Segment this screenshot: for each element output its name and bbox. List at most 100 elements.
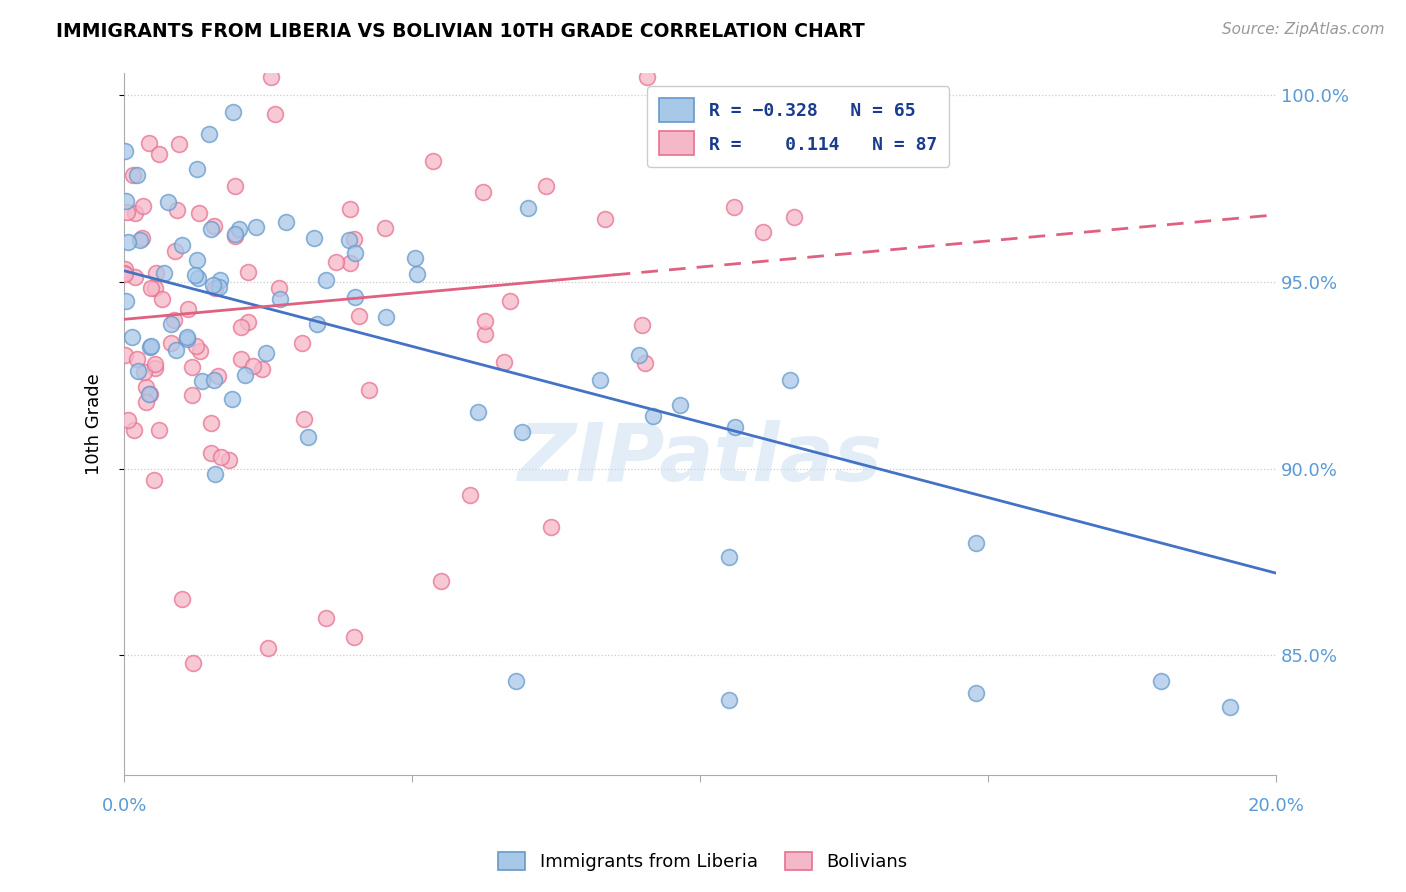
Point bbox=[474, 314, 496, 328]
Point bbox=[135, 395, 157, 409]
Point bbox=[315, 273, 337, 287]
Point bbox=[165, 343, 187, 357]
Point bbox=[208, 280, 231, 294]
Point bbox=[263, 107, 285, 121]
Point bbox=[221, 392, 243, 406]
Point bbox=[505, 674, 527, 689]
Point bbox=[634, 356, 657, 370]
Point bbox=[222, 104, 245, 119]
Point bbox=[779, 373, 801, 387]
Point bbox=[540, 519, 562, 533]
Point bbox=[117, 235, 139, 250]
Point bbox=[188, 206, 211, 220]
Text: 0.0%: 0.0% bbox=[101, 797, 146, 815]
Point bbox=[337, 233, 360, 247]
Point bbox=[115, 194, 138, 208]
Point bbox=[181, 388, 204, 402]
Text: IMMIGRANTS FROM LIBERIA VS BOLIVIAN 10TH GRADE CORRELATION CHART: IMMIGRANTS FROM LIBERIA VS BOLIVIAN 10TH… bbox=[56, 22, 865, 41]
Point bbox=[209, 450, 232, 464]
Point bbox=[166, 202, 188, 217]
Text: 20.0%: 20.0% bbox=[1247, 797, 1305, 815]
Point bbox=[187, 271, 209, 285]
Point bbox=[138, 386, 160, 401]
Point bbox=[636, 70, 658, 84]
Point bbox=[122, 168, 145, 182]
Point bbox=[218, 453, 240, 467]
Point bbox=[783, 211, 806, 225]
Point bbox=[163, 312, 186, 326]
Point bbox=[516, 201, 538, 215]
Point bbox=[302, 230, 325, 244]
Point bbox=[172, 237, 194, 252]
Point bbox=[467, 405, 489, 419]
Point bbox=[325, 255, 347, 269]
Point bbox=[406, 267, 429, 281]
Point bbox=[139, 387, 162, 401]
Point bbox=[245, 219, 267, 234]
Text: Source: ZipAtlas.com: Source: ZipAtlas.com bbox=[1222, 22, 1385, 37]
Point bbox=[492, 355, 515, 369]
Point bbox=[1219, 700, 1241, 714]
Text: ZIPatlas: ZIPatlas bbox=[517, 420, 883, 498]
Point bbox=[717, 693, 740, 707]
Point bbox=[224, 227, 246, 241]
Point bbox=[254, 346, 277, 360]
Point bbox=[236, 315, 259, 329]
Point bbox=[274, 215, 297, 229]
Point bbox=[228, 222, 250, 236]
Point bbox=[132, 199, 155, 213]
Point bbox=[122, 424, 145, 438]
Point bbox=[167, 136, 190, 151]
Point bbox=[176, 329, 198, 343]
Legend: Immigrants from Liberia, Bolivians: Immigrants from Liberia, Bolivians bbox=[491, 845, 915, 879]
Point bbox=[202, 278, 225, 293]
Point bbox=[242, 359, 264, 373]
Point bbox=[374, 220, 396, 235]
Point bbox=[139, 281, 162, 295]
Point bbox=[404, 251, 426, 265]
Point bbox=[143, 361, 166, 376]
Point bbox=[534, 179, 557, 194]
Point bbox=[343, 630, 366, 644]
Point bbox=[257, 640, 280, 655]
Point bbox=[458, 488, 481, 502]
Point bbox=[184, 268, 207, 283]
Point bbox=[160, 317, 183, 331]
Point bbox=[114, 144, 136, 158]
Point bbox=[752, 225, 775, 239]
Point bbox=[132, 365, 155, 379]
Point bbox=[669, 398, 692, 412]
Point bbox=[114, 347, 136, 361]
Point bbox=[143, 357, 166, 371]
Point bbox=[297, 430, 319, 444]
Point bbox=[339, 202, 361, 216]
Point bbox=[141, 339, 163, 353]
Point bbox=[127, 364, 149, 378]
Point bbox=[177, 302, 200, 317]
Point bbox=[156, 194, 179, 209]
Point bbox=[186, 339, 208, 353]
Point bbox=[142, 473, 165, 487]
Point bbox=[339, 255, 361, 269]
Point bbox=[114, 262, 136, 277]
Point bbox=[229, 351, 252, 366]
Point bbox=[315, 611, 337, 625]
Point bbox=[117, 413, 139, 427]
Point bbox=[357, 383, 380, 397]
Point bbox=[202, 373, 225, 387]
Point bbox=[200, 416, 222, 430]
Point bbox=[176, 332, 198, 346]
Point bbox=[269, 292, 291, 306]
Point bbox=[343, 290, 366, 304]
Point bbox=[125, 352, 148, 367]
Point bbox=[430, 574, 453, 588]
Point bbox=[267, 281, 290, 295]
Point bbox=[115, 204, 138, 219]
Point bbox=[131, 230, 153, 244]
Point bbox=[236, 264, 259, 278]
Point bbox=[474, 326, 496, 341]
Point bbox=[631, 318, 654, 332]
Point bbox=[124, 206, 146, 220]
Point bbox=[627, 348, 650, 362]
Point bbox=[153, 266, 176, 280]
